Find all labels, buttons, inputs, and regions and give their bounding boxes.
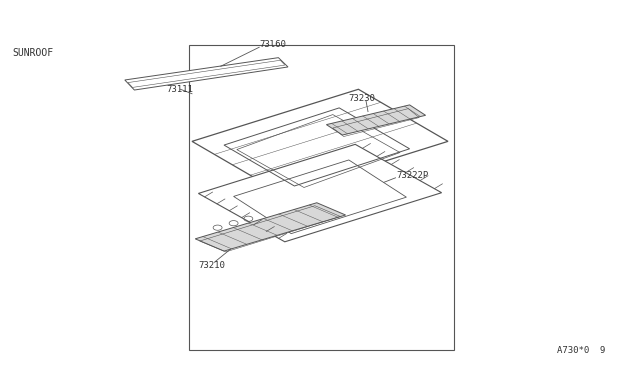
Text: 73111: 73111 — [166, 85, 193, 94]
Text: 73l60: 73l60 — [259, 40, 286, 49]
Polygon shape — [192, 89, 448, 193]
Polygon shape — [326, 105, 426, 135]
Text: 73230: 73230 — [349, 94, 376, 103]
Polygon shape — [195, 203, 346, 251]
Polygon shape — [125, 58, 288, 90]
Text: 73222P: 73222P — [397, 171, 429, 180]
Bar — [189, 45, 454, 350]
Polygon shape — [198, 144, 442, 242]
Text: A730*0  9: A730*0 9 — [557, 346, 605, 355]
Text: 73210: 73210 — [198, 262, 225, 270]
Text: SUNROOF: SUNROOF — [13, 48, 54, 58]
